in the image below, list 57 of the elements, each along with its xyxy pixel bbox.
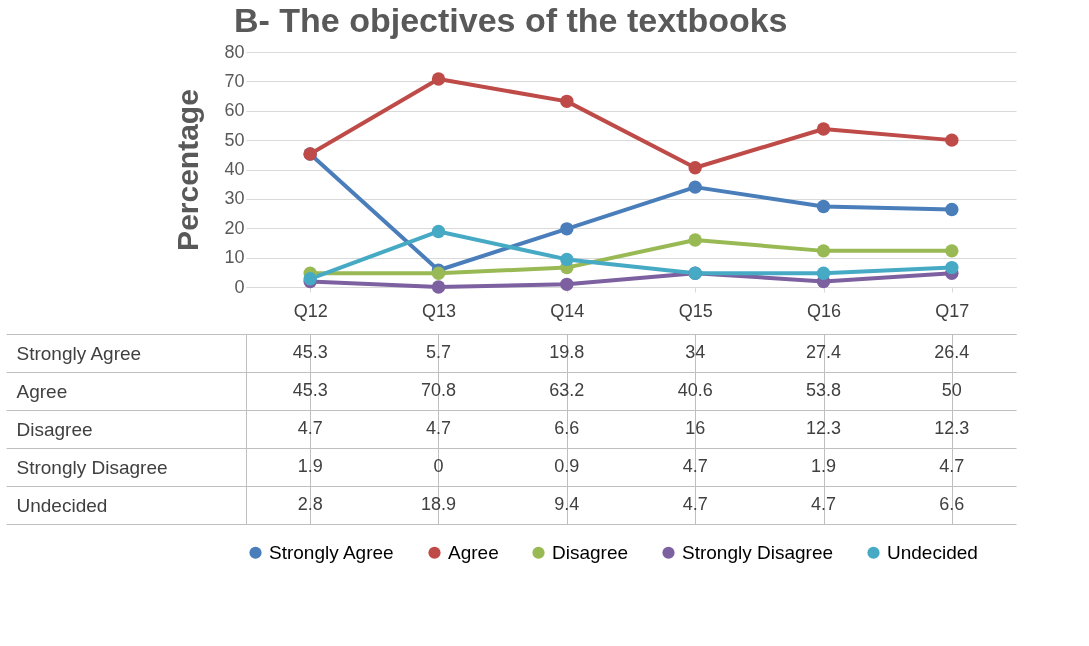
data-label: 4.7 [682,456,708,476]
x-tick-label: Q15 [678,300,713,321]
data-label: 12.3 [805,418,842,438]
data-label: 4.7 [682,494,708,514]
data-label: 2.8 [297,494,323,514]
x-tick-label: Q14 [550,300,585,321]
text: Strongly Disagree [16,456,168,478]
text: Disagree [16,418,93,440]
text: Undecided [16,494,108,516]
chart-title: B- The objectives of the textbooks [233,1,788,39]
x-tick-label: Q16 [806,300,842,321]
data-label: 4.7 [939,456,965,476]
legend-label: Disagree [552,541,629,563]
data-label: 0.9 [554,456,580,476]
data-label: 4.7 [425,418,452,438]
data-label: 1.9 [810,456,837,476]
text: Strongly Agree [16,342,142,364]
data-label: 70.8 [420,380,457,400]
data-label: 18.9 [420,494,457,514]
data-label: 4.7 [810,494,837,514]
x-tick-label: Q12 [293,300,328,321]
data-label: 27.4 [805,342,842,362]
data-label: 19.8 [549,342,585,362]
data-label: 40.6 [677,380,713,400]
y-tick-label: 30 [224,188,245,209]
data-label: 6.6 [554,418,580,438]
y-axis-title: Percentage [171,89,205,251]
y-tick-label: 70 [224,70,245,91]
y-tick-label: 60 [224,100,245,121]
y-tick-label: 80 [224,41,245,62]
y-tick-label: 10 [224,247,245,268]
y-tick-label: 40 [224,159,245,179]
data-label: 26.4 [934,342,970,362]
legend-label: Strongly Disagree [682,541,834,563]
data-label: 5.7 [425,342,452,362]
legend-label: Undecided [887,541,978,563]
data-label: 0 [433,456,444,476]
data-label: 6.6 [939,494,965,514]
y-tick-label: 20 [224,217,245,238]
y-tick-label: 0 [234,276,245,297]
x-tick-label: Q13 [421,300,457,321]
text: Agree [16,380,68,402]
data-label: 16 [685,418,706,438]
data-label: 4.7 [297,418,323,438]
y-tick-label: 50 [224,129,245,150]
x-tick-label: Q17 [935,300,970,321]
data-label: 63.2 [549,380,585,400]
legend-label: Strongly Agree [269,541,394,563]
data-label: 45.3 [292,342,328,362]
legend-label: Agree [448,541,499,563]
data-label: 45.3 [292,380,328,400]
data-label: 9.4 [554,494,580,514]
data-label: 53.8 [805,380,842,400]
data-label: 34 [685,342,706,362]
data-label: 50 [941,380,962,400]
data-label: 1.9 [297,456,323,476]
data-label: 12.3 [934,418,970,438]
